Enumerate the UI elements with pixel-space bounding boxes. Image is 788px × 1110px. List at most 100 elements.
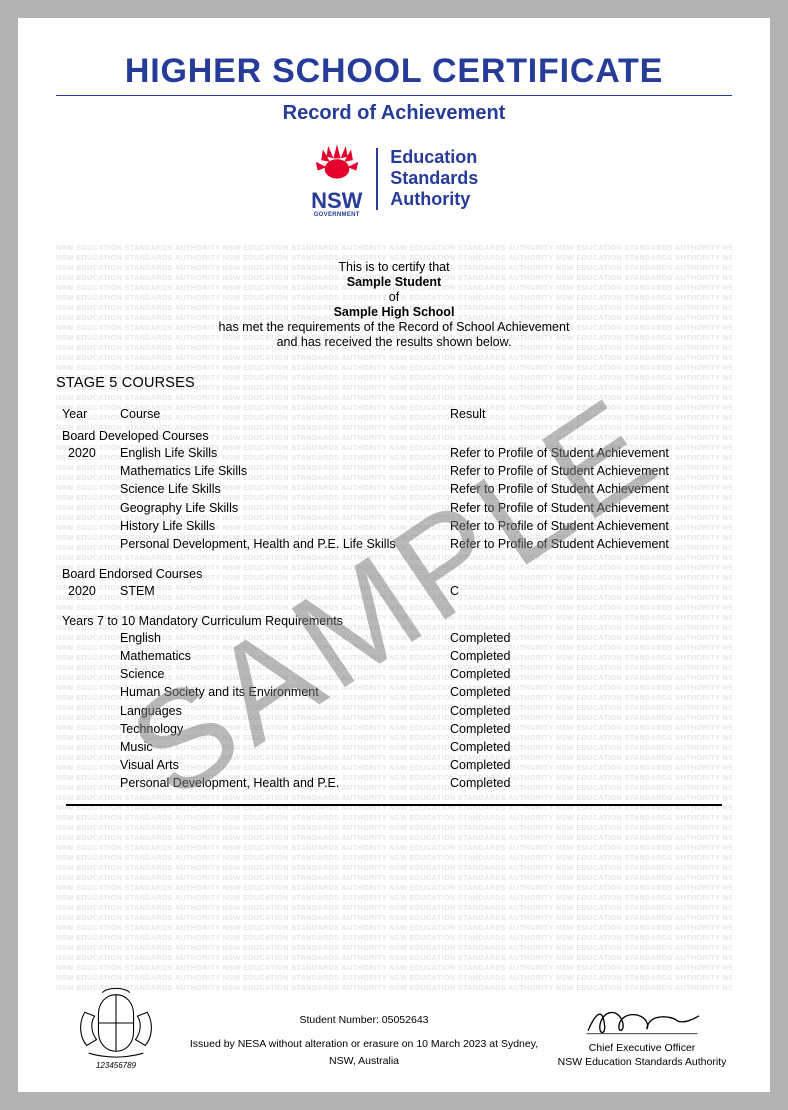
certificate-body: This is to certify that Sample Student o… (56, 260, 732, 806)
certificate-page: NSW EDUCATION STANDARDS AUTHORITY NSW ED… (18, 18, 770, 1092)
group-board-developed: Board Developed Courses (62, 429, 726, 443)
cell-course: Technology (120, 720, 450, 738)
table-row: MusicCompleted (62, 738, 726, 756)
cell-result: Completed (450, 665, 726, 683)
table-row: Personal Development, Health and P.E. Li… (62, 535, 726, 553)
cell-course: History Life Skills (120, 517, 450, 535)
title-rule (56, 95, 732, 96)
content-area: HIGHER SCHOOL CERTIFICATE Record of Achi… (56, 52, 732, 806)
cell-course: Visual Arts (120, 756, 450, 774)
school-name: Sample High School (56, 305, 732, 319)
nsw-gov-logo: NSW GOVERNMENT (310, 139, 364, 218)
cell-year (62, 517, 120, 535)
issued-line: Issued by NESA without alteration or era… (184, 1036, 544, 1070)
cell-course: STEM (120, 582, 450, 600)
results-table: Year Course Result Board Developed Cours… (56, 405, 732, 806)
cell-course: Music (120, 738, 450, 756)
table-row: Science Life SkillsRefer to Profile of S… (62, 480, 726, 498)
table-row: Mathematics Life SkillsRefer to Profile … (62, 462, 726, 480)
cell-result: Completed (450, 647, 726, 665)
cell-result: Completed (450, 683, 726, 701)
waratah-icon (310, 139, 364, 183)
cell-course: Science (120, 665, 450, 683)
table-row: EnglishCompleted (62, 629, 726, 647)
cell-year (62, 499, 120, 517)
end-rule (66, 804, 722, 806)
cell-year (62, 535, 120, 553)
signature-block: Chief Executive Officer NSW Education St… (552, 1001, 732, 1070)
table-row: Personal Development, Health and P.E.Com… (62, 774, 726, 792)
cell-year (62, 462, 120, 480)
col-result: Result (450, 405, 726, 423)
student-number-label: Student Number: (299, 1014, 381, 1026)
crest-number: 123456789 (56, 1061, 176, 1070)
table-row: Human Society and its EnvironmentComplet… (62, 683, 726, 701)
student-name: Sample Student (56, 275, 732, 289)
group-mandatory: Years 7 to 10 Mandatory Curriculum Requi… (62, 614, 726, 628)
col-year: Year (62, 405, 120, 423)
col-course: Course (120, 405, 450, 423)
cell-year (62, 702, 120, 720)
cell-result: Completed (450, 629, 726, 647)
footer-middle: Student Number: 05052643 Issued by NESA … (184, 1012, 544, 1070)
cell-course: Human Society and its Environment (120, 683, 450, 701)
cell-course: Personal Development, Health and P.E. Li… (120, 535, 450, 553)
sig-title: Chief Executive Officer (552, 1041, 732, 1056)
sub-title: Record of Achievement (56, 102, 732, 125)
table-row: Geography Life SkillsRefer to Profile of… (62, 499, 726, 517)
cell-year (62, 683, 120, 701)
table-row: ScienceCompleted (62, 665, 726, 683)
cell-course: Languages (120, 702, 450, 720)
authority-line2: Standards (390, 168, 478, 189)
logo-row: NSW GOVERNMENT Education Standards Autho… (56, 139, 732, 218)
cell-course: English (120, 629, 450, 647)
cell-year (62, 665, 120, 683)
table-row: 2020STEMC (62, 582, 726, 600)
cell-year (62, 720, 120, 738)
nsw-label: NSW (310, 190, 364, 212)
main-title: HIGHER SCHOOL CERTIFICATE (56, 52, 732, 93)
student-number: 05052643 (382, 1014, 429, 1026)
cell-result: Refer to Profile of Student Achievement (450, 462, 726, 480)
cell-course: Personal Development, Health and P.E. (120, 774, 450, 792)
student-number-line: Student Number: 05052643 (184, 1012, 544, 1029)
authority-name: Education Standards Authority (390, 147, 478, 209)
cell-result: C (450, 582, 726, 600)
stage5-header: STAGE 5 COURSES (56, 375, 732, 391)
group-board-endorsed: Board Endorsed Courses (62, 567, 726, 581)
cell-result: Completed (450, 702, 726, 720)
cell-course: Science Life Skills (120, 480, 450, 498)
authority-line1: Education (390, 147, 478, 168)
cell-result: Completed (450, 720, 726, 738)
cell-result: Completed (450, 756, 726, 774)
intro-line3: and has received the results shown below… (56, 335, 732, 349)
cell-year (62, 480, 120, 498)
table-row: MathematicsCompleted (62, 647, 726, 665)
crest-block: 123456789 (56, 983, 176, 1070)
table-row: TechnologyCompleted (62, 720, 726, 738)
cell-result: Refer to Profile of Student Achievement (450, 535, 726, 553)
cell-course: Geography Life Skills (120, 499, 450, 517)
of-label: of (56, 290, 732, 304)
cell-result: Refer to Profile of Student Achievement (450, 517, 726, 535)
crest-icon (66, 983, 166, 1061)
cell-year (62, 738, 120, 756)
table-row: LanguagesCompleted (62, 702, 726, 720)
cell-course: English Life Skills (120, 444, 450, 462)
cell-year: 2020 (62, 582, 120, 600)
intro-line2: has met the requirements of the Record o… (56, 320, 732, 334)
cell-result: Completed (450, 774, 726, 792)
table-row: Visual ArtsCompleted (62, 756, 726, 774)
footer: 123456789 Student Number: 05052643 Issue… (56, 983, 732, 1070)
cell-year (62, 756, 120, 774)
cell-result: Refer to Profile of Student Achievement (450, 480, 726, 498)
nsw-sublabel: GOVERNMENT (310, 212, 364, 218)
cell-year (62, 647, 120, 665)
table-row: History Life SkillsRefer to Profile of S… (62, 517, 726, 535)
column-headers: Year Course Result (62, 405, 726, 423)
cell-result: Completed (450, 738, 726, 756)
logo-divider (376, 148, 379, 210)
cell-year (62, 774, 120, 792)
table-row: 2020English Life SkillsRefer to Profile … (62, 444, 726, 462)
cell-result: Refer to Profile of Student Achievement (450, 499, 726, 517)
